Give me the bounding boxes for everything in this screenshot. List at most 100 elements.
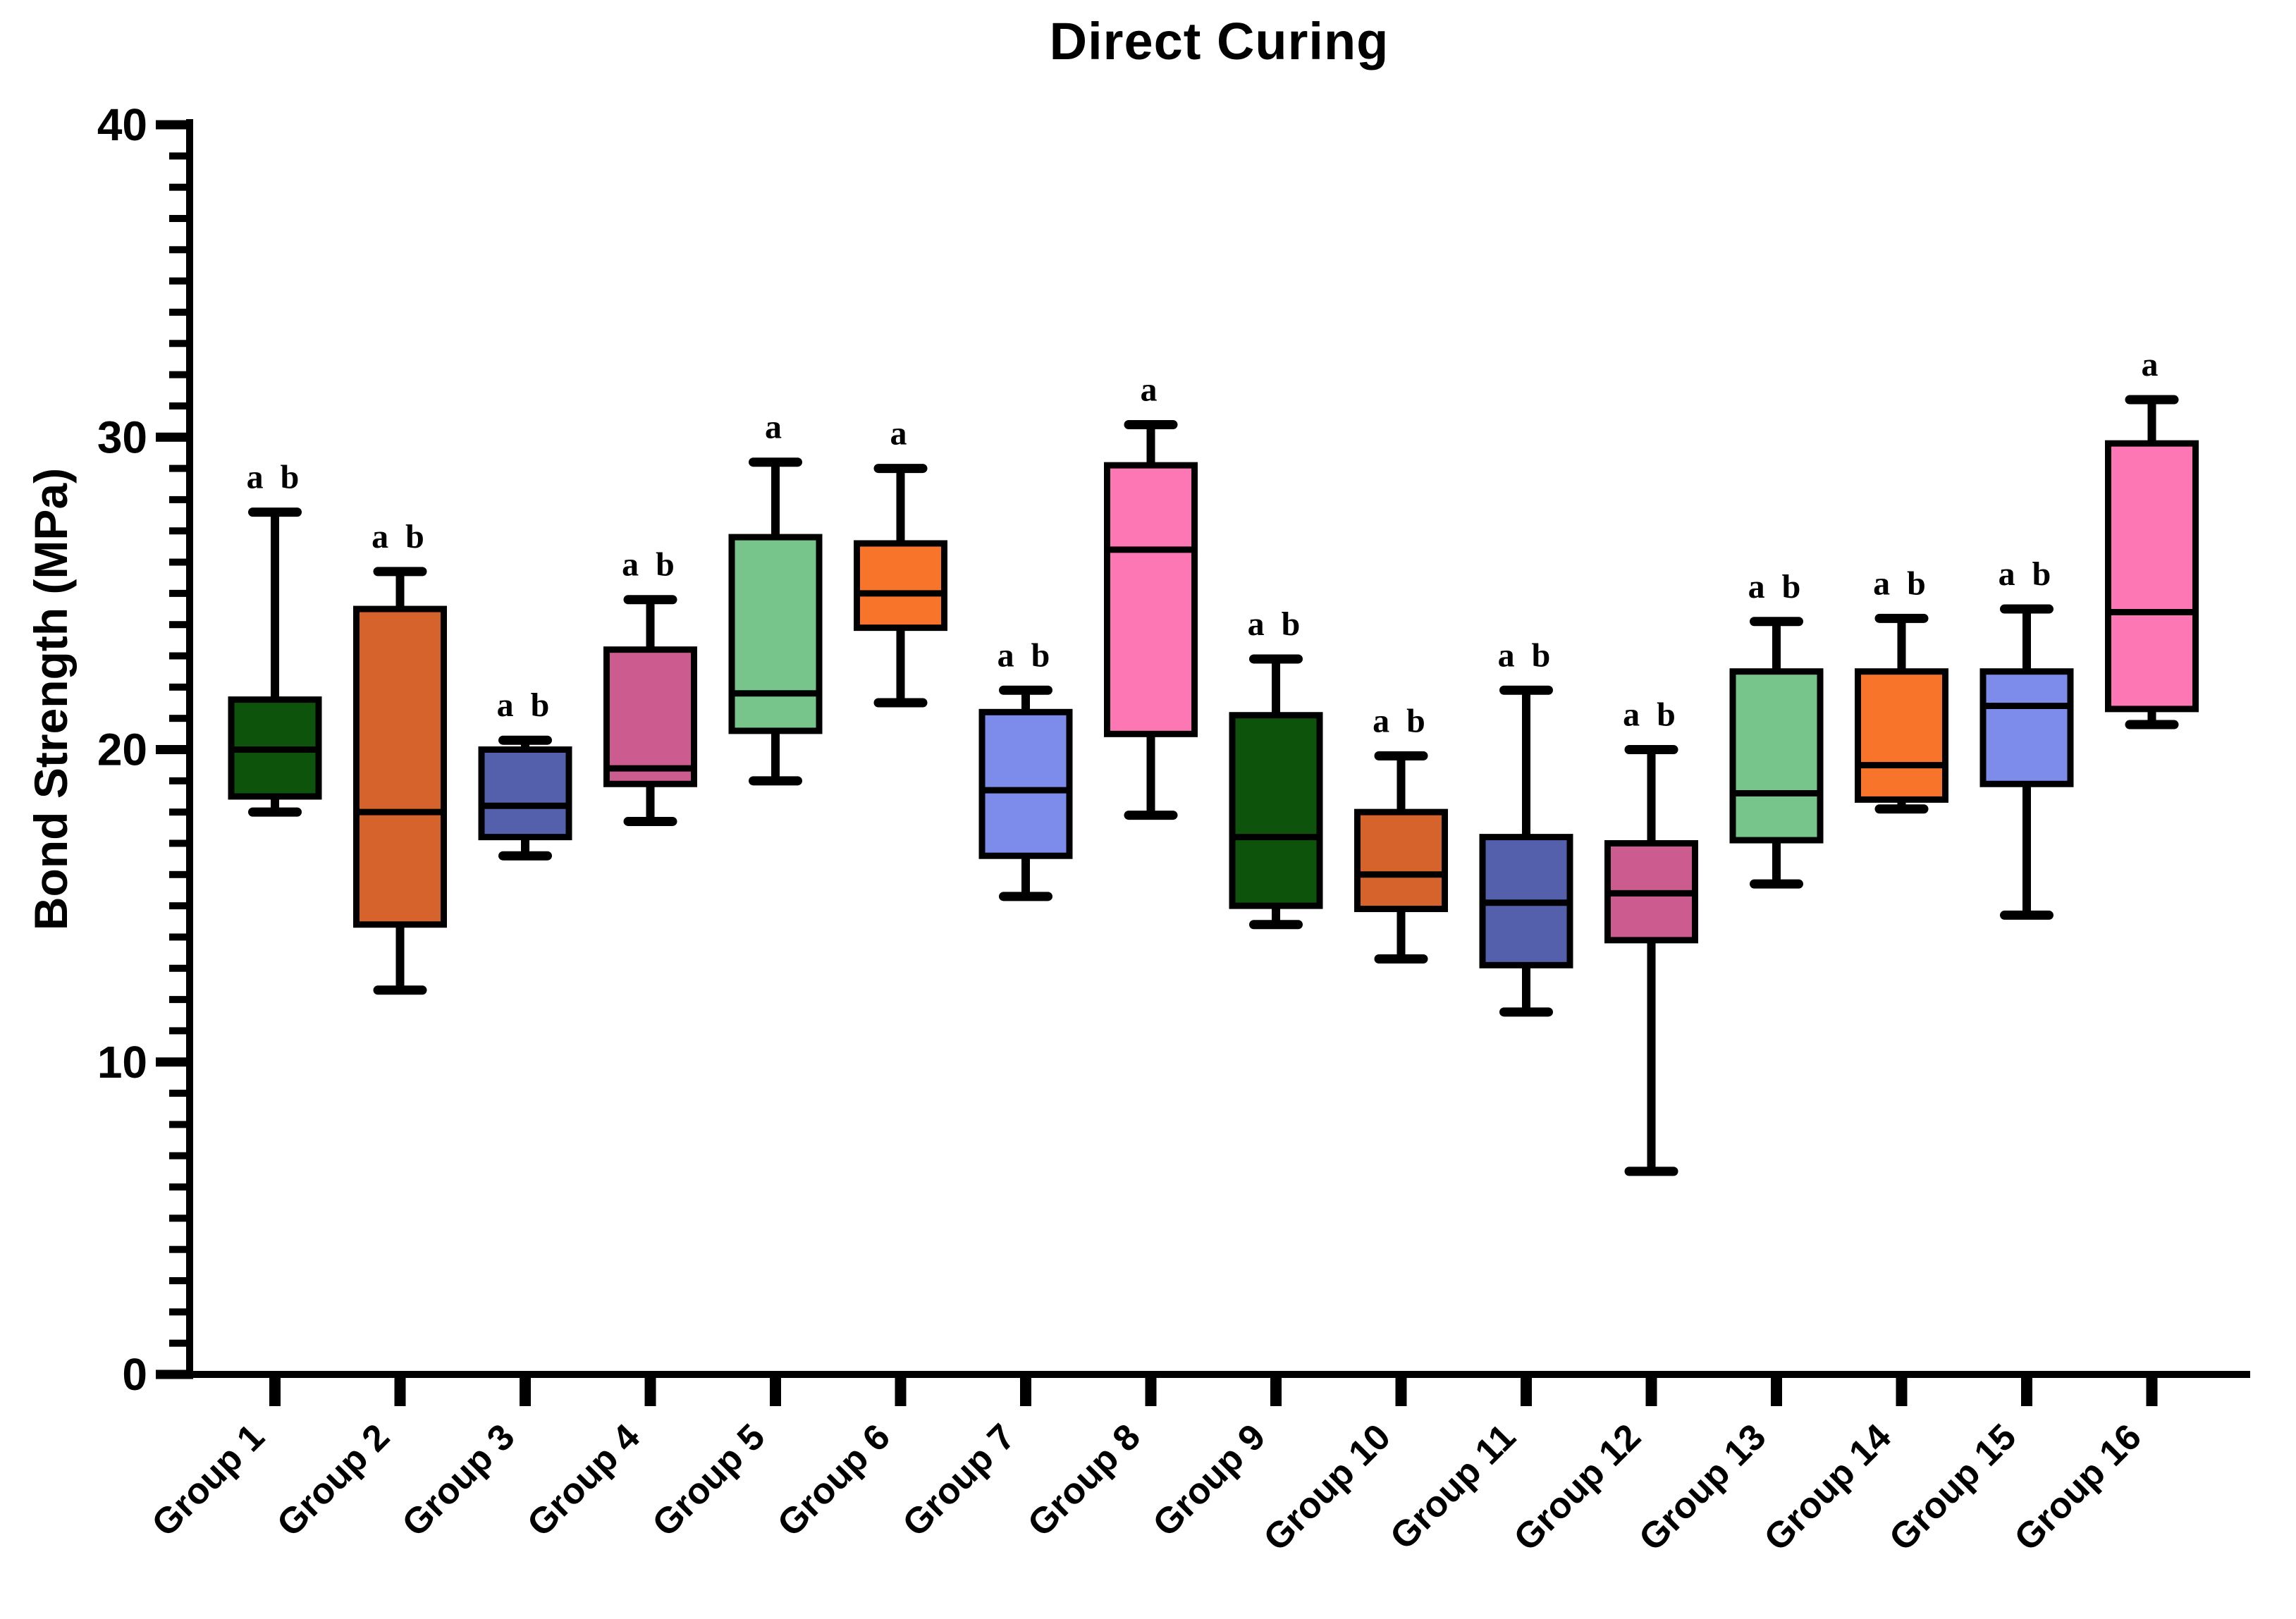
box-group-3: a b: [478, 687, 572, 861]
box-group-11: a b: [1479, 636, 1573, 1017]
upper-whisker-cap: [623, 595, 677, 605]
x-tick-label: Group 13: [1631, 1416, 1774, 1558]
y-tick-label: 30: [97, 412, 147, 462]
iqr-box: [1979, 668, 2074, 787]
lower-whisker-cap: [1750, 879, 1803, 889]
y-minor-tick: [169, 589, 190, 597]
upper-whisker-cap: [1374, 751, 1428, 761]
lower-whisker-cap: [2125, 720, 2179, 730]
x-tick-label: Group 16: [2007, 1416, 2149, 1558]
significance-label: a: [890, 415, 911, 453]
lower-whisker-cap: [1124, 811, 1178, 820]
iqr-box: [1229, 712, 1323, 909]
upper-whisker-cap: [2000, 604, 2053, 614]
y-minor-tick: [169, 152, 190, 160]
y-minor-tick: [169, 277, 190, 285]
upper-whisker: [1396, 756, 1406, 815]
x-tick-label: Group 14: [1757, 1416, 1899, 1558]
upper-whisker-cap: [1874, 613, 1929, 623]
x-tick: [269, 1377, 281, 1406]
iqr-box: [353, 605, 447, 928]
upper-whisker-cap: [373, 567, 427, 577]
y-minor-tick: [169, 1183, 190, 1191]
x-axis-line: [186, 1371, 2250, 1378]
upper-whisker-cap: [749, 457, 802, 467]
x-tick: [895, 1377, 907, 1406]
x-tick: [1645, 1377, 1657, 1406]
lower-whisker-cap: [248, 807, 302, 817]
lower-whisker: [1396, 906, 1406, 959]
upper-whisker-cap: [873, 464, 928, 474]
y-minor-tick: [169, 964, 190, 972]
y-minor-tick: [169, 996, 190, 1004]
x-tick-label: Group 6: [770, 1416, 898, 1544]
box-group-2: a b: [353, 518, 447, 995]
box-group-16: a: [2105, 346, 2199, 730]
x-tick-label: Group 9: [1146, 1416, 1274, 1544]
iqr-box: [1104, 462, 1198, 737]
y-minor-tick: [169, 1277, 190, 1285]
significance-label: a b: [1373, 702, 1430, 739]
upper-whisker: [2147, 400, 2156, 447]
x-tick: [394, 1377, 406, 1406]
box-group-1: a b: [228, 459, 322, 817]
lower-whisker: [1146, 731, 1155, 815]
y-tick-label: 10: [97, 1037, 147, 1088]
box-group-5: a: [728, 409, 823, 786]
y-minor-tick: [169, 715, 190, 722]
upper-whisker: [1146, 424, 1155, 469]
box-group-10: a b: [1354, 702, 1448, 964]
y-minor-tick: [169, 1339, 190, 1347]
upper-whisker-cap: [498, 735, 552, 745]
x-tick: [2021, 1377, 2032, 1406]
upper-whisker: [1522, 690, 1530, 840]
upper-whisker-cap: [2125, 395, 2179, 405]
upper-whisker: [1647, 749, 1656, 847]
y-minor-tick: [169, 1121, 190, 1128]
x-tick: [520, 1377, 531, 1406]
iqr-box: [1354, 808, 1448, 913]
iqr-box: [603, 646, 697, 787]
y-minor-tick: [169, 777, 190, 784]
y-minor-tick: [169, 683, 190, 691]
lower-whisker: [646, 781, 655, 822]
y-minor-tick: [169, 839, 190, 847]
upper-whisker: [1897, 618, 1906, 675]
box-group-6: a: [854, 415, 947, 708]
significance-label: a b: [1248, 605, 1305, 643]
lower-whisker-cap: [373, 985, 427, 995]
x-tick: [1020, 1377, 1031, 1406]
upper-whisker-cap: [248, 507, 302, 517]
y-tick-label: 0: [122, 1349, 147, 1400]
significance-label: a b: [622, 546, 679, 584]
x-tick-label: Group 10: [1256, 1416, 1399, 1558]
significance-label: a b: [1999, 555, 2056, 593]
x-tick-label: Group 5: [645, 1416, 773, 1544]
y-major-tick: [156, 1369, 193, 1379]
lower-whisker-cap: [1624, 1166, 1678, 1176]
box-group-14: a b: [1855, 565, 1948, 814]
lower-whisker: [1647, 937, 1656, 1171]
y-tick-label: 40: [97, 99, 147, 150]
lower-whisker-cap: [498, 851, 552, 861]
y-minor-tick: [169, 402, 190, 410]
lower-whisker: [771, 727, 780, 781]
lower-whisker-cap: [749, 776, 802, 786]
y-minor-tick: [169, 558, 190, 566]
iqr-box: [728, 534, 823, 734]
x-tick-label: Group 11: [1382, 1416, 1523, 1557]
y-major-tick: [156, 120, 193, 130]
significance-label: a b: [1498, 636, 1555, 674]
y-major-tick: [156, 1057, 193, 1067]
lower-whisker-cap: [999, 892, 1052, 901]
upper-whisker-cap: [1624, 745, 1678, 754]
upper-whisker: [1021, 690, 1030, 715]
lower-whisker-cap: [2000, 910, 2053, 920]
y-minor-tick: [169, 1090, 190, 1097]
y-minor-tick: [169, 214, 190, 222]
upper-whisker-cap: [1124, 420, 1178, 430]
x-tick-label: Group 3: [395, 1416, 523, 1544]
y-major-tick: [156, 745, 193, 754]
y-minor-tick: [169, 902, 190, 910]
